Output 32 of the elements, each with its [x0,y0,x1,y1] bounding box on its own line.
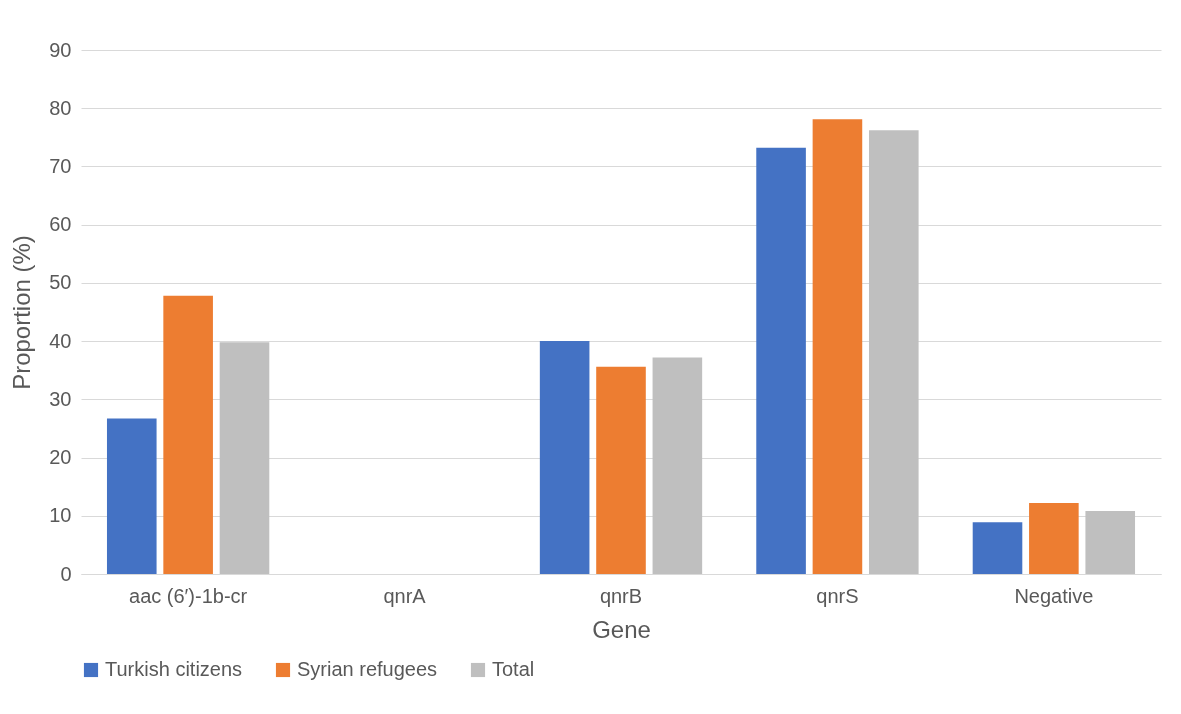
y-tick-label: 0 [60,562,72,585]
bar [219,342,270,574]
bar [163,295,213,574]
bar [106,418,157,574]
x-tick-label: qnrS [816,584,859,607]
bar [812,119,863,574]
bar [652,357,703,574]
x-tick-label: Negative [1014,584,1094,607]
y-tick-label: 90 [49,38,72,61]
x-tick-label: aac (6′)-1b-cr [129,584,248,607]
x-axis-title: Gene [592,615,651,643]
bar [1085,511,1136,574]
y-tick-label: 80 [49,96,72,119]
y-tick-label: 50 [49,271,72,294]
y-axis-title: Proportion (%) [8,235,36,390]
bar [869,130,919,574]
bar [1029,502,1079,574]
y-tick-label: 30 [49,387,72,410]
x-tick-label: qnrB [599,584,643,607]
y-tick-label: 20 [49,446,72,469]
bar [756,147,806,574]
bar [539,341,590,574]
y-tick-label: 40 [49,329,72,352]
x-tick-label: qnrA [383,584,427,607]
y-tick-label: 60 [49,213,72,236]
legend-label: Syrian refugees [297,658,438,680]
legend-label: Turkish citizens [105,658,243,680]
bar [596,366,646,574]
y-tick-label: 70 [49,154,72,177]
bar [972,522,1023,574]
legend-label: Total [492,658,535,680]
y-tick-label: 10 [49,504,72,527]
